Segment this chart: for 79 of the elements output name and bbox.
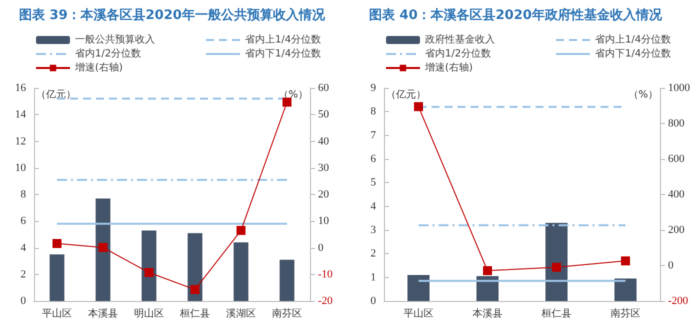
y-tick-label: 6 xyxy=(370,153,376,165)
y2-tick-label: 800 xyxy=(668,118,685,130)
bar xyxy=(96,198,110,301)
x-tick-label: 本溪县 xyxy=(88,308,118,320)
legend-label: 增速(右轴) xyxy=(74,62,123,74)
point xyxy=(144,268,154,278)
y-tick-label: 2 xyxy=(370,248,376,260)
y-tick-label: 4 xyxy=(370,200,376,212)
point xyxy=(483,266,492,276)
point xyxy=(236,226,246,235)
y2-tick-label: 0 xyxy=(668,260,674,272)
y-tick-label: 1 xyxy=(370,271,376,284)
y2-tick-label: 50 xyxy=(318,108,330,121)
x-tick-label: 平山区 xyxy=(404,308,434,320)
y-tick-label: 6 xyxy=(20,215,26,228)
point xyxy=(190,285,200,294)
y2-tick-label: 400 xyxy=(668,188,685,200)
x-tick-label: 桓仁县 xyxy=(540,308,572,320)
y-tick-label: 5 xyxy=(370,176,376,189)
legend-label: 省内上1/4分位数 xyxy=(245,34,322,46)
point xyxy=(414,102,423,112)
y2-tick-label: 40 xyxy=(318,135,330,148)
y-tick-label: 4 xyxy=(20,242,26,254)
y-tick-label: 10 xyxy=(15,162,26,174)
y-tick-label: 8 xyxy=(20,188,26,200)
point xyxy=(552,262,561,272)
y2-tick-label: -10 xyxy=(318,268,334,280)
y2-tick-label: 20 xyxy=(318,188,330,200)
legend-label: 省内1/2分位数 xyxy=(425,48,492,60)
chart-title: 图表 39：本溪各区县2020年一般公共预算收入情况 xyxy=(19,7,326,23)
y-tick-label: 7 xyxy=(370,129,376,142)
x-tick-label: 溪湖区 xyxy=(226,308,256,320)
bar xyxy=(614,278,637,301)
x-tick-label: 本溪县 xyxy=(472,308,502,320)
y-tick-label: 3 xyxy=(370,224,376,236)
point xyxy=(52,238,62,248)
x-tick-label: 平山区 xyxy=(42,308,72,320)
y-tick-label: 12 xyxy=(15,135,26,148)
x-tick-label: 南芬区 xyxy=(610,308,640,320)
chart-title: 图表 40：本溪各区县2020年政府性基金收入情况 xyxy=(369,7,663,23)
bar xyxy=(280,260,294,301)
point xyxy=(282,98,292,107)
x-tick-label: 南芬区 xyxy=(272,308,302,320)
bar xyxy=(188,233,202,301)
y2-tick-label: 1000 xyxy=(668,82,690,94)
legend-label: 一般公共预算收入 xyxy=(75,34,155,46)
legend-label: 省内上1/4分位数 xyxy=(595,34,672,46)
y-tick-label: 14 xyxy=(15,108,26,121)
y2-tick-label: 200 xyxy=(668,224,685,236)
bar xyxy=(234,242,248,301)
point xyxy=(98,242,108,252)
y-tick-label: 9 xyxy=(370,82,376,94)
y-tick-label: 0 xyxy=(370,295,376,307)
bar xyxy=(407,274,430,301)
legend-label: 省内下1/4分位数 xyxy=(595,48,672,60)
y2-tick-label: 10 xyxy=(318,215,330,228)
legend-label: 增速(右轴) xyxy=(424,62,473,74)
legend-label: 省内下1/4分位数 xyxy=(245,48,322,60)
y-axis-title: （亿元） xyxy=(386,90,426,100)
y2-tick-label: -20 xyxy=(318,295,334,307)
y2-tick-label: 600 xyxy=(668,153,685,165)
y2-axis-title: （%） xyxy=(628,90,658,100)
point xyxy=(621,256,630,266)
y2-tick-label: -200 xyxy=(668,295,689,307)
y2-tick-label: 60 xyxy=(318,82,330,94)
legend-label: 政府性基金收入 xyxy=(425,34,495,46)
bar xyxy=(142,230,156,301)
legend-label: 省内1/2分位数 xyxy=(75,48,142,60)
y-tick-label: 2 xyxy=(20,268,26,280)
y-tick-label: 16 xyxy=(15,82,26,94)
y-tick-label: 8 xyxy=(370,106,376,118)
bar xyxy=(476,276,499,301)
x-tick-label: 明山区 xyxy=(134,308,164,320)
y2-tick-label: 30 xyxy=(318,162,330,174)
y2-tick-label: 0 xyxy=(318,242,324,254)
bar xyxy=(545,222,568,301)
x-tick-label: 桓仁县 xyxy=(179,308,210,320)
bar xyxy=(50,254,64,301)
y-tick-label: 0 xyxy=(20,295,26,307)
